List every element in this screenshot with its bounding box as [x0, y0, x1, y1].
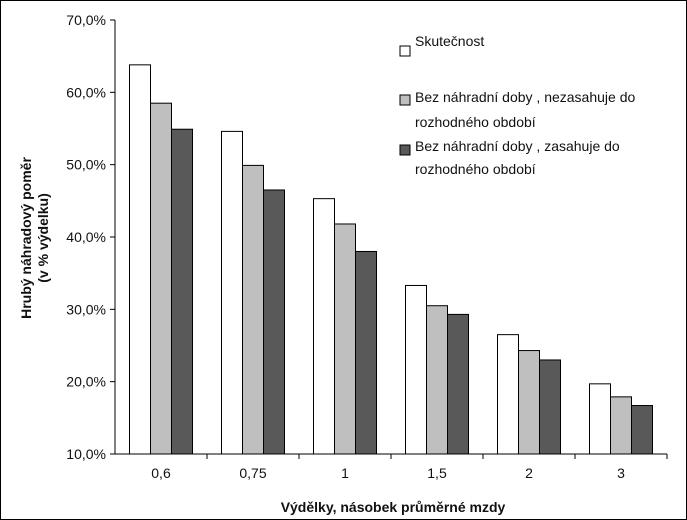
bar — [129, 64, 151, 455]
bar — [589, 383, 611, 455]
y-tick-label: 60,0% — [66, 84, 106, 100]
legend-label: Bez náhradní doby , zasahuje do — [415, 138, 620, 154]
x-tick-label: 0,6 — [151, 465, 171, 481]
bar — [631, 405, 653, 455]
y-tick-label: 10,0% — [66, 446, 106, 462]
legend-swatch — [399, 45, 411, 57]
bar — [150, 102, 172, 455]
x-tick-label: 0,75 — [239, 465, 266, 481]
bar — [518, 350, 540, 455]
bar — [447, 313, 469, 455]
bar — [334, 223, 356, 455]
bar — [221, 130, 243, 455]
bar — [405, 284, 427, 455]
y-axis-title: Hrubý náhradový poměr (v % výdelku) — [18, 157, 51, 319]
y-tick-label: 20,0% — [66, 374, 106, 390]
y-tick-label: 70,0% — [66, 12, 106, 28]
legend-swatch — [399, 94, 411, 106]
x-tick-label: 1 — [341, 465, 349, 481]
bar — [355, 250, 377, 455]
y-axis-title-line-2: (v % výdelku) — [35, 193, 51, 282]
x-tick-label: 2 — [525, 465, 533, 481]
plot-area: 10,0% 20,0% 30,0% 40,0% 50,0% 60,0% 70,0% 0,6 0,… — [66, 12, 668, 481]
bar — [610, 396, 632, 455]
legend-swatch — [399, 144, 411, 156]
bar — [263, 189, 285, 455]
legend-label: Bez náhradní doby , nezasahuje do — [415, 89, 635, 105]
bar — [313, 198, 335, 455]
legend: Skutečnost Bez náhradní doby , nezasahuje… — [399, 33, 635, 177]
bar — [242, 164, 264, 455]
x-tick-label: 3 — [617, 465, 625, 481]
bar — [539, 359, 561, 455]
bar — [171, 128, 193, 455]
legend-label: rozhodného období — [415, 114, 536, 130]
x-tick-label: 1,5 — [427, 465, 447, 481]
legend-label: rozhodného období — [415, 161, 536, 177]
y-tick-label: 30,0% — [66, 301, 106, 317]
y-tick-label: 40,0% — [66, 229, 106, 245]
legend-label: Skutečnost — [415, 33, 484, 49]
y-axis-title-line-1: Hrubý náhradový poměr — [18, 157, 34, 319]
bar — [497, 334, 519, 455]
bar — [426, 305, 448, 455]
y-tick-label: 50,0% — [66, 157, 106, 173]
x-axis-title: Výdělky, násobek průměrné mzdy — [281, 499, 506, 515]
